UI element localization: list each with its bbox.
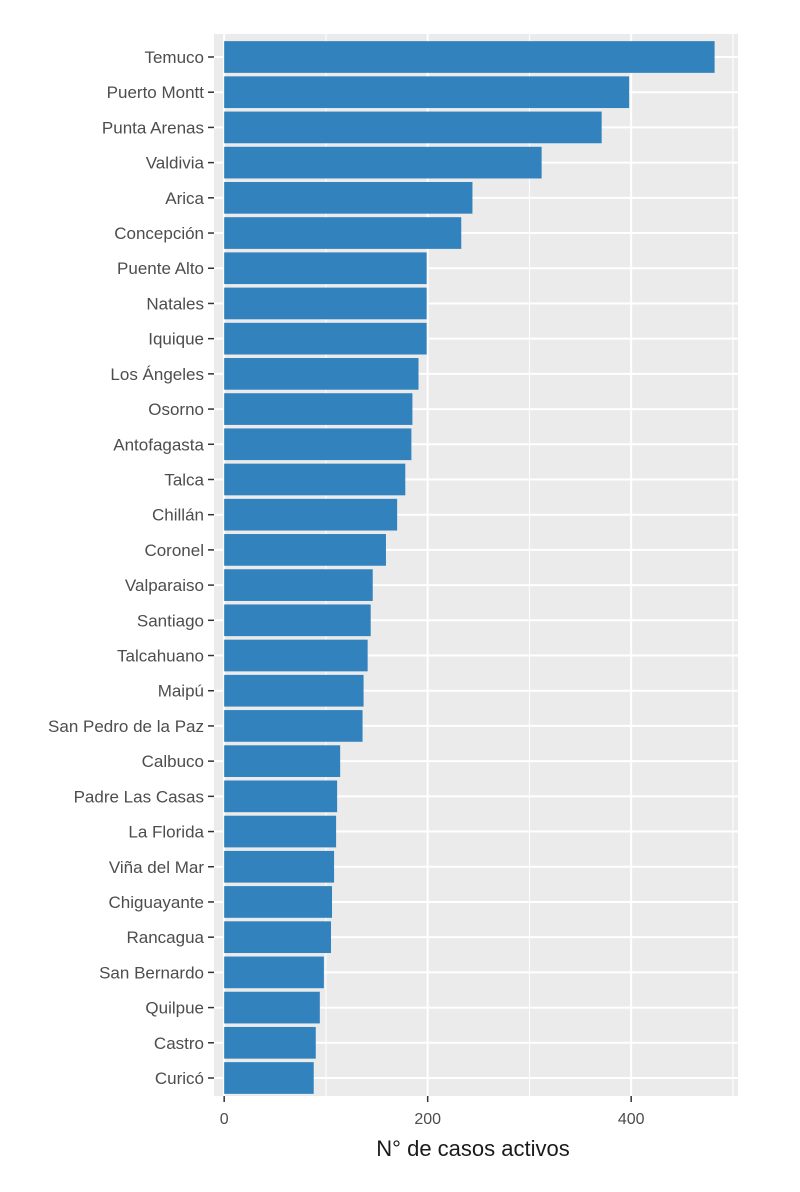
category-label: Chillán [152,506,204,525]
bar [224,358,419,390]
category-label: Curicó [155,1069,204,1088]
bar [224,1062,314,1094]
bar [224,41,715,73]
bar [224,76,630,109]
bar [224,850,335,883]
category-label: Puerto Montt [107,83,205,102]
bar [224,111,602,144]
bar [224,217,462,249]
bar [224,252,427,285]
bar [224,322,427,355]
category-label: Temuco [144,48,204,67]
bar [224,498,398,531]
category-label: Talca [164,470,204,489]
category-label: Chiguayante [109,893,204,912]
category-label: Puente Alto [117,259,204,278]
bar [224,921,332,954]
x-tick-label: 200 [414,1111,441,1128]
category-label: Arica [165,189,204,208]
bar [224,956,324,989]
bar [224,1026,316,1059]
bar [224,639,368,672]
bar [224,146,542,179]
category-label: Valparaiso [125,576,204,595]
category-label: Iquique [148,330,204,349]
bar [224,815,337,848]
category-label: Punta Arenas [102,118,204,137]
category-label: Calbuco [142,752,204,771]
bar [224,780,338,813]
category-label: Santiago [137,611,204,630]
bar [224,287,427,320]
x-tick-label: 0 [220,1111,229,1128]
category-label: Coronel [144,541,204,560]
x-axis-labels: 0 200 400 [220,1111,645,1128]
category-label: Osorno [148,400,204,419]
category-label: Rancagua [126,928,204,947]
category-label: Talcahuano [117,647,204,666]
bar [224,886,333,918]
category-label: Natales [146,294,204,313]
y-axis-labels: Temuco Puerto Montt Punta Arenas Valdivia Ar… [48,48,204,1088]
category-label: San Bernardo [99,963,204,982]
bar [224,463,406,496]
bar [224,534,386,566]
bars [224,41,715,1094]
bar [224,710,363,742]
x-tick-label: 400 [618,1111,645,1128]
category-label: La Florida [128,823,204,842]
category-label: Antofagasta [113,435,204,454]
category-label: Valdivia [146,154,205,173]
bar [224,181,473,214]
bar [224,569,373,601]
bar [224,991,320,1024]
category-label: Castro [154,1034,204,1053]
category-label: Maipú [158,682,204,701]
category-label: Concepción [114,224,204,243]
bar [224,745,341,777]
x-axis-ticks [223,1096,632,1102]
category-label: Los Ángeles [110,365,204,384]
category-label: San Pedro de la Paz [48,717,204,736]
bar [224,393,413,425]
y-axis-ticks [208,56,214,1079]
category-label: Padre Las Casas [74,787,204,806]
bar [224,604,371,637]
x-axis-title: N° de casos activos [376,1136,569,1161]
category-label: Viña del Mar [109,858,204,877]
bar [224,428,412,461]
category-label: Quilpue [145,999,204,1018]
bar [224,674,364,707]
